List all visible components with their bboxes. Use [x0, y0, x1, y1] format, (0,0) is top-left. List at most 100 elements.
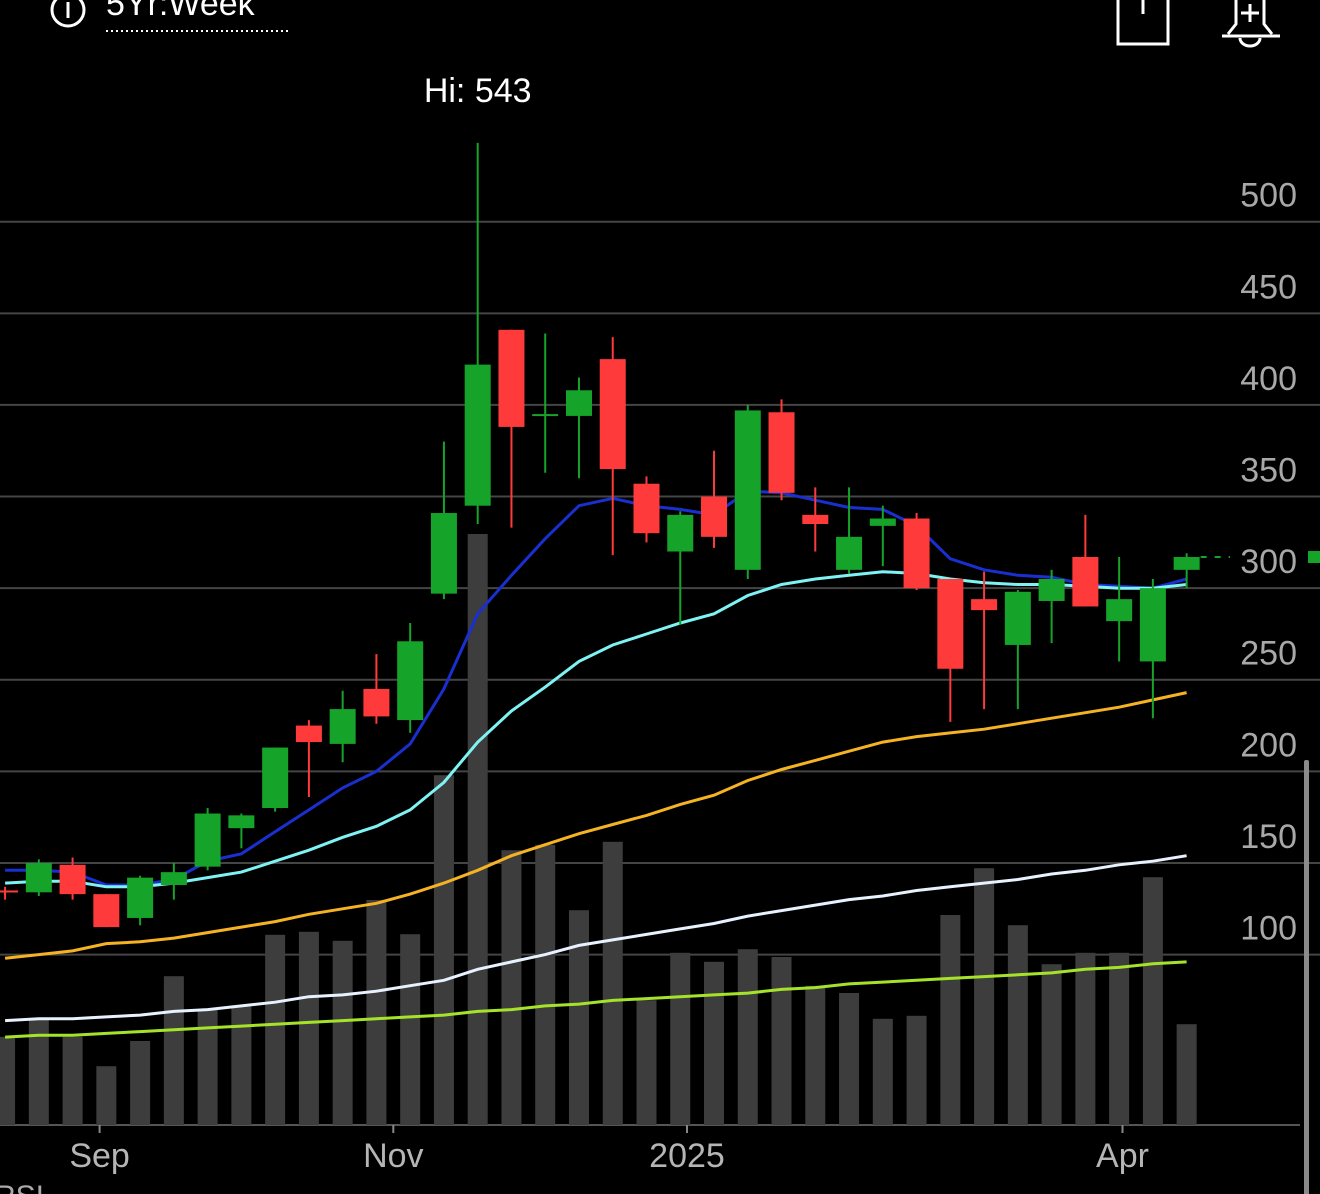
- volume-bar: [906, 1015, 927, 1125]
- volume-bar: [1041, 964, 1062, 1125]
- y-tick-label: 500: [1240, 177, 1297, 215]
- candle-body: [0, 890, 19, 893]
- candle-body: [430, 513, 457, 594]
- volume-bar: [265, 934, 286, 1125]
- volume-bar: [467, 534, 488, 1125]
- candle-body: [228, 815, 255, 829]
- volume-bar: [298, 931, 319, 1125]
- y-tick-label: 150: [1240, 818, 1297, 856]
- volume-bar: [704, 961, 725, 1125]
- y-tick-label: 300: [1240, 543, 1297, 581]
- candle-body: [93, 894, 120, 928]
- volume-bar: [737, 949, 758, 1125]
- info-icon[interactable]: [50, 0, 86, 28]
- candle-body: [667, 514, 694, 552]
- moving-average-line: [4, 691, 1187, 960]
- x-tick-label: Nov: [363, 1137, 423, 1175]
- candle-layer: [0, 142, 1320, 928]
- candle-body: [1072, 557, 1099, 607]
- volume-bar: [602, 841, 623, 1125]
- candle-body: [1173, 557, 1200, 570]
- candle-body: [1038, 578, 1065, 601]
- candle-body: [903, 518, 930, 589]
- candle-body: [329, 709, 356, 744]
- volume-bar: [535, 844, 556, 1125]
- volume-bar: [62, 1036, 83, 1125]
- volume-bar: [940, 915, 961, 1125]
- candle-body: [836, 536, 863, 570]
- volume-bar: [568, 910, 589, 1125]
- candle-body: [701, 496, 728, 537]
- x-tick-label: 2025: [649, 1137, 725, 1175]
- candle-body: [599, 359, 626, 470]
- y-tick-label: 450: [1240, 268, 1297, 306]
- volume-bar: [974, 868, 995, 1125]
- candle-body: [363, 688, 390, 717]
- x-tick-label: Sep: [69, 1137, 130, 1175]
- candle-body: [464, 364, 491, 506]
- volume-bar: [96, 1066, 117, 1125]
- candle-body: [127, 877, 154, 918]
- volume-bar: [197, 1009, 218, 1125]
- candle-body: [25, 862, 52, 893]
- candle-body: [160, 872, 187, 885]
- volume-bar: [400, 934, 421, 1125]
- y-tick-label: 250: [1240, 635, 1297, 673]
- lower-panel-label: RSI: [0, 1180, 44, 1194]
- volume-bar: [1109, 952, 1130, 1125]
- last-price-marker: [1308, 551, 1320, 564]
- candle-body: [397, 641, 424, 721]
- volume-bar: [1142, 877, 1163, 1125]
- candle-body: [194, 813, 221, 867]
- candle-body: [802, 514, 829, 525]
- volume-bar: [771, 957, 792, 1125]
- label-layer: 100 150 200 250 300 350 400 450 500 Sep Nov 2025 Apr…: [69, 72, 1297, 1175]
- volume-bar: [1176, 1024, 1197, 1125]
- candle-body: [1106, 599, 1133, 622]
- volume-bar: [872, 1018, 893, 1125]
- volume-bar: [501, 850, 522, 1125]
- candle-body: [532, 414, 559, 417]
- volume-bar: [163, 976, 184, 1125]
- volume-bar: [1075, 952, 1096, 1125]
- volume-bar: [366, 900, 387, 1125]
- alert-icon[interactable]: [1222, 0, 1280, 48]
- volume-bar: [231, 1006, 252, 1125]
- period-label[interactable]: 5Yr:Week: [106, 0, 256, 23]
- volume-bar: [0, 1036, 16, 1125]
- high-annotation: Hi: 543: [424, 72, 532, 110]
- scrollbar[interactable]: [1304, 760, 1309, 1194]
- volume-bar: [433, 775, 454, 1125]
- candle-body: [565, 390, 592, 416]
- candle-body: [295, 725, 322, 743]
- volume-bar: [805, 985, 826, 1125]
- moving-average-line: [5, 570, 1187, 889]
- volume-bar: [839, 993, 860, 1125]
- ma-layer: [4, 489, 1187, 1039]
- candle-body: [633, 483, 660, 534]
- volume-bar: [1007, 925, 1028, 1125]
- candle-body: [59, 864, 86, 895]
- candle-body: [498, 329, 525, 427]
- moving-average-line: [5, 489, 1187, 887]
- candle-body: [937, 578, 964, 669]
- candle-body: [1139, 588, 1166, 662]
- y-tick-label: 200: [1240, 726, 1297, 764]
- y-tick-label: 350: [1240, 452, 1297, 490]
- share-icon[interactable]: [1116, 0, 1170, 46]
- volume-bar: [670, 952, 691, 1125]
- candle-body: [734, 410, 761, 570]
- volume-bar: [332, 940, 353, 1125]
- y-tick-label: 400: [1240, 360, 1297, 398]
- candle-body: [768, 412, 795, 493]
- candle-body: [869, 518, 896, 526]
- volume-bar: [636, 1000, 657, 1125]
- candle-body: [971, 599, 998, 611]
- candle-body: [262, 747, 289, 809]
- volume-bar: [28, 1020, 49, 1125]
- moving-average-line: [5, 960, 1187, 1039]
- candle-body: [1004, 591, 1031, 645]
- volume-bar: [130, 1041, 151, 1125]
